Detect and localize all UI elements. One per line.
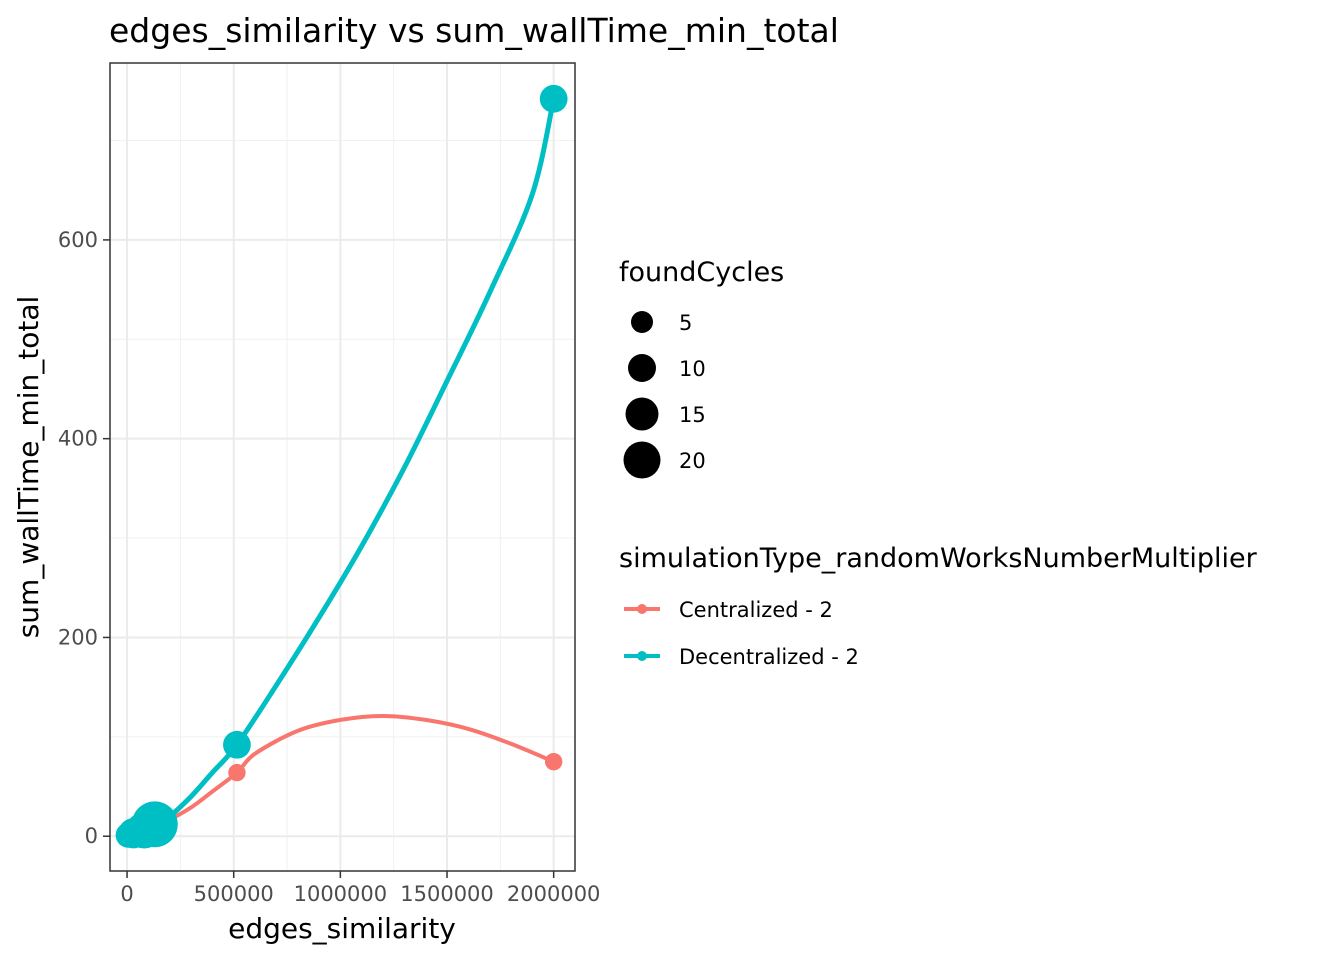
data-point <box>539 84 568 113</box>
y-tick-label: 0 <box>85 824 98 848</box>
x-axis-title: edges_similarity <box>228 912 456 945</box>
size-legend-key <box>631 311 653 333</box>
chart-title: edges_similarity vs sum_wallTime_min_tot… <box>109 11 839 50</box>
y-axis-title: sum_wallTime_min_total <box>12 296 45 639</box>
color-legend-label: Centralized - 2 <box>679 598 833 622</box>
size-legend-title: foundCycles <box>619 257 784 288</box>
size-legend-label: 10 <box>679 357 706 381</box>
series-line <box>124 96 557 838</box>
x-tick-label: 0 <box>120 882 133 906</box>
x-axis-ticks: 0 500000 1000000 1500000 2000000 <box>120 871 600 906</box>
data-point <box>544 752 563 771</box>
color-legend-dot <box>637 651 647 661</box>
size-legend-label: 5 <box>679 311 692 335</box>
data-point <box>131 801 178 848</box>
y-tick-label: 600 <box>58 228 98 252</box>
size-legend-label: 15 <box>679 403 706 427</box>
size-legend: foundCycles 5 10 15 20 <box>619 257 784 479</box>
x-tick-label: 1000000 <box>294 882 388 906</box>
grid-minor <box>110 63 575 871</box>
color-legend-label: Decentralized - 2 <box>679 645 859 669</box>
size-legend-key <box>625 397 659 431</box>
panel-background <box>110 63 575 871</box>
y-tick-label: 400 <box>58 427 98 451</box>
data-points <box>115 84 568 849</box>
color-legend-dot <box>637 604 647 614</box>
size-legend-key <box>628 354 656 382</box>
y-tick-label: 200 <box>58 625 98 649</box>
color-legend: simulationType_randomWorksNumberMultipli… <box>619 543 1258 669</box>
y-axis-ticks: 0 200 400 600 <box>58 228 110 848</box>
data-point <box>223 730 251 759</box>
size-legend-label: 20 <box>679 449 706 473</box>
color-legend-title: simulationType_randomWorksNumberMultipli… <box>619 543 1258 574</box>
x-tick-label: 2000000 <box>507 882 601 906</box>
x-tick-label: 500000 <box>194 882 274 906</box>
size-legend-key <box>623 441 661 479</box>
data-point <box>228 763 246 782</box>
x-tick-label: 1500000 <box>400 882 494 906</box>
panel-border <box>109 62 576 872</box>
plot-panel <box>109 62 576 872</box>
